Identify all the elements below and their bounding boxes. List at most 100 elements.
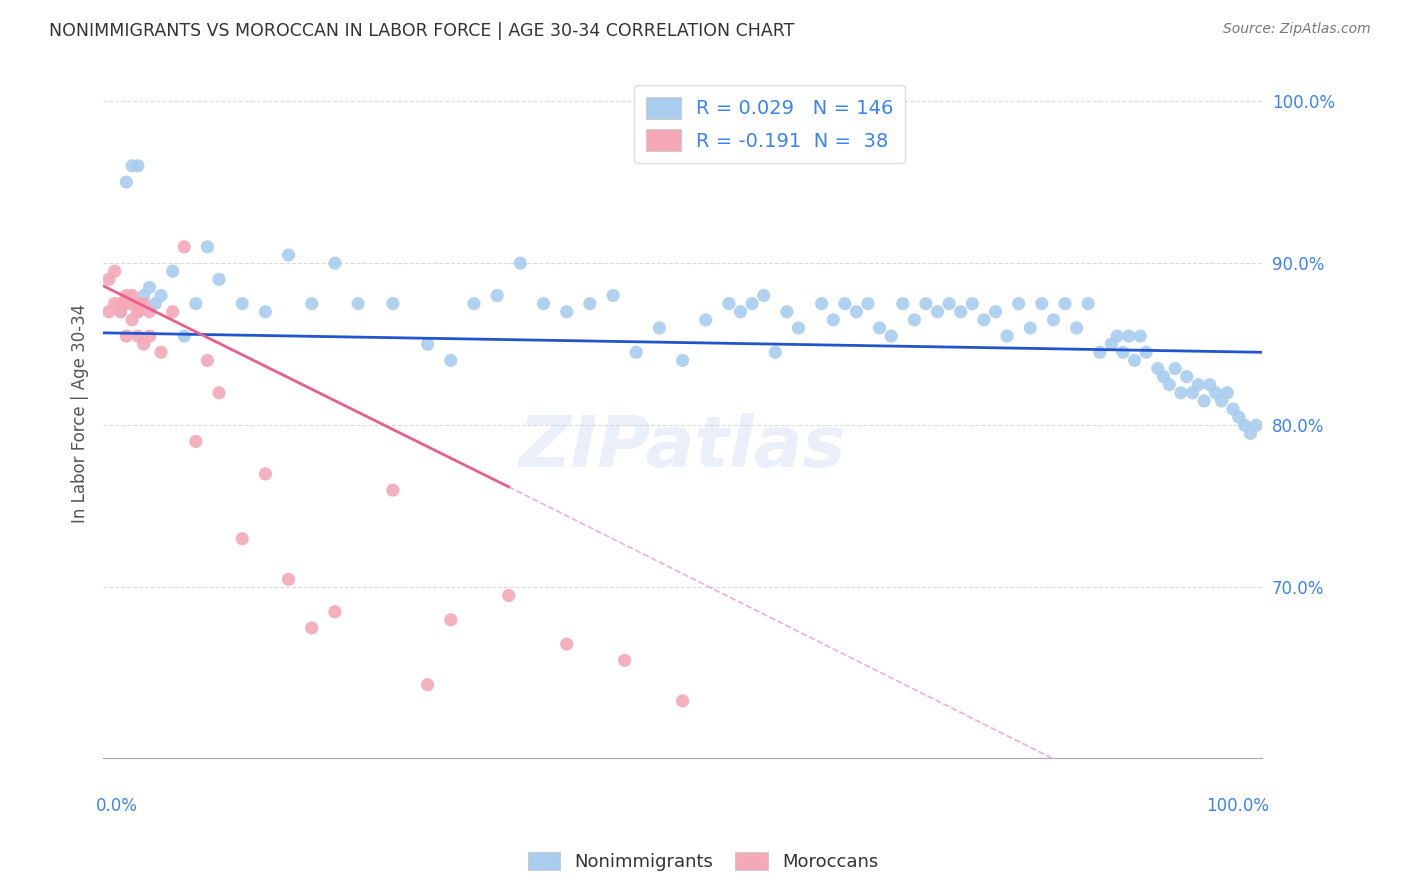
Point [938, 296, 960, 310]
Point [555, 637, 578, 651]
Point [626, 345, 648, 359]
Point [533, 296, 555, 310]
Point [150, 345, 173, 359]
Point [984, 304, 1007, 318]
Point [1088, 345, 1111, 359]
Text: Source: ZipAtlas.com: Source: ZipAtlas.com [1223, 22, 1371, 37]
Point [671, 694, 693, 708]
Point [1042, 313, 1064, 327]
Point [1053, 296, 1076, 310]
Point [1164, 361, 1187, 376]
Point [763, 345, 786, 359]
Point [1216, 385, 1239, 400]
Point [1077, 296, 1099, 310]
Point [132, 337, 155, 351]
Point [845, 304, 868, 318]
Point [121, 296, 143, 310]
Point [1233, 418, 1256, 433]
Point [184, 434, 207, 449]
Point [498, 589, 520, 603]
Point [347, 296, 370, 310]
Point [197, 353, 219, 368]
Point [115, 296, 138, 310]
Point [1123, 353, 1146, 368]
Point [613, 653, 636, 667]
Point [995, 329, 1018, 343]
Point [104, 296, 127, 310]
Point [903, 313, 925, 327]
Point [231, 532, 253, 546]
Point [1099, 337, 1122, 351]
Point [323, 256, 346, 270]
Point [127, 159, 149, 173]
Point [254, 304, 277, 318]
Point [486, 288, 509, 302]
Point [730, 304, 752, 318]
Point [602, 288, 624, 302]
Point [121, 288, 143, 302]
Point [776, 304, 799, 318]
Point [869, 321, 891, 335]
Point [1181, 385, 1204, 400]
Point [973, 313, 995, 327]
Point [1008, 296, 1031, 310]
Point [115, 329, 138, 343]
Legend: Nonimmigrants, Moroccans: Nonimmigrants, Moroccans [520, 845, 886, 879]
Point [717, 296, 740, 310]
Point [132, 288, 155, 302]
Point [97, 272, 120, 286]
Point [138, 280, 160, 294]
Point [1175, 369, 1198, 384]
Point [1107, 329, 1129, 343]
Point [143, 296, 166, 310]
Text: NONIMMIGRANTS VS MOROCCAN IN LABOR FORCE | AGE 30-34 CORRELATION CHART: NONIMMIGRANTS VS MOROCCAN IN LABOR FORCE… [49, 22, 794, 40]
Point [555, 304, 578, 318]
Point [277, 248, 299, 262]
Point [127, 304, 149, 318]
Point [301, 621, 323, 635]
Point [1222, 402, 1244, 417]
Point [648, 321, 671, 335]
Legend: R = 0.029   N = 146, R = -0.191  N =  38: R = 0.029 N = 146, R = -0.191 N = 38 [634, 85, 905, 163]
Point [110, 304, 132, 318]
Point [254, 467, 277, 481]
Point [150, 288, 173, 302]
Point [1066, 321, 1088, 335]
Point [1135, 345, 1157, 359]
Point [121, 159, 143, 173]
Point [138, 304, 160, 318]
Point [671, 353, 693, 368]
Point [927, 304, 949, 318]
Point [162, 304, 184, 318]
Point [891, 296, 914, 310]
Point [834, 296, 856, 310]
Point [323, 605, 346, 619]
Point [1129, 329, 1152, 343]
Point [115, 288, 138, 302]
Point [381, 483, 404, 497]
Point [1205, 385, 1227, 400]
Point [277, 572, 299, 586]
Point [132, 296, 155, 310]
Point [416, 337, 439, 351]
Point [1159, 377, 1181, 392]
Point [121, 313, 143, 327]
Point [1153, 369, 1175, 384]
Point [208, 385, 231, 400]
Point [463, 296, 485, 310]
Point [97, 304, 120, 318]
Point [949, 304, 972, 318]
Point [127, 304, 149, 318]
Point [104, 264, 127, 278]
Y-axis label: In Labor Force | Age 30-34: In Labor Force | Age 30-34 [72, 303, 89, 523]
Point [138, 329, 160, 343]
Point [173, 240, 195, 254]
Point [381, 296, 404, 310]
Point [231, 296, 253, 310]
Point [1187, 377, 1209, 392]
Point [579, 296, 602, 310]
Point [173, 329, 195, 343]
Point [1227, 410, 1250, 425]
Point [509, 256, 531, 270]
Point [787, 321, 810, 335]
